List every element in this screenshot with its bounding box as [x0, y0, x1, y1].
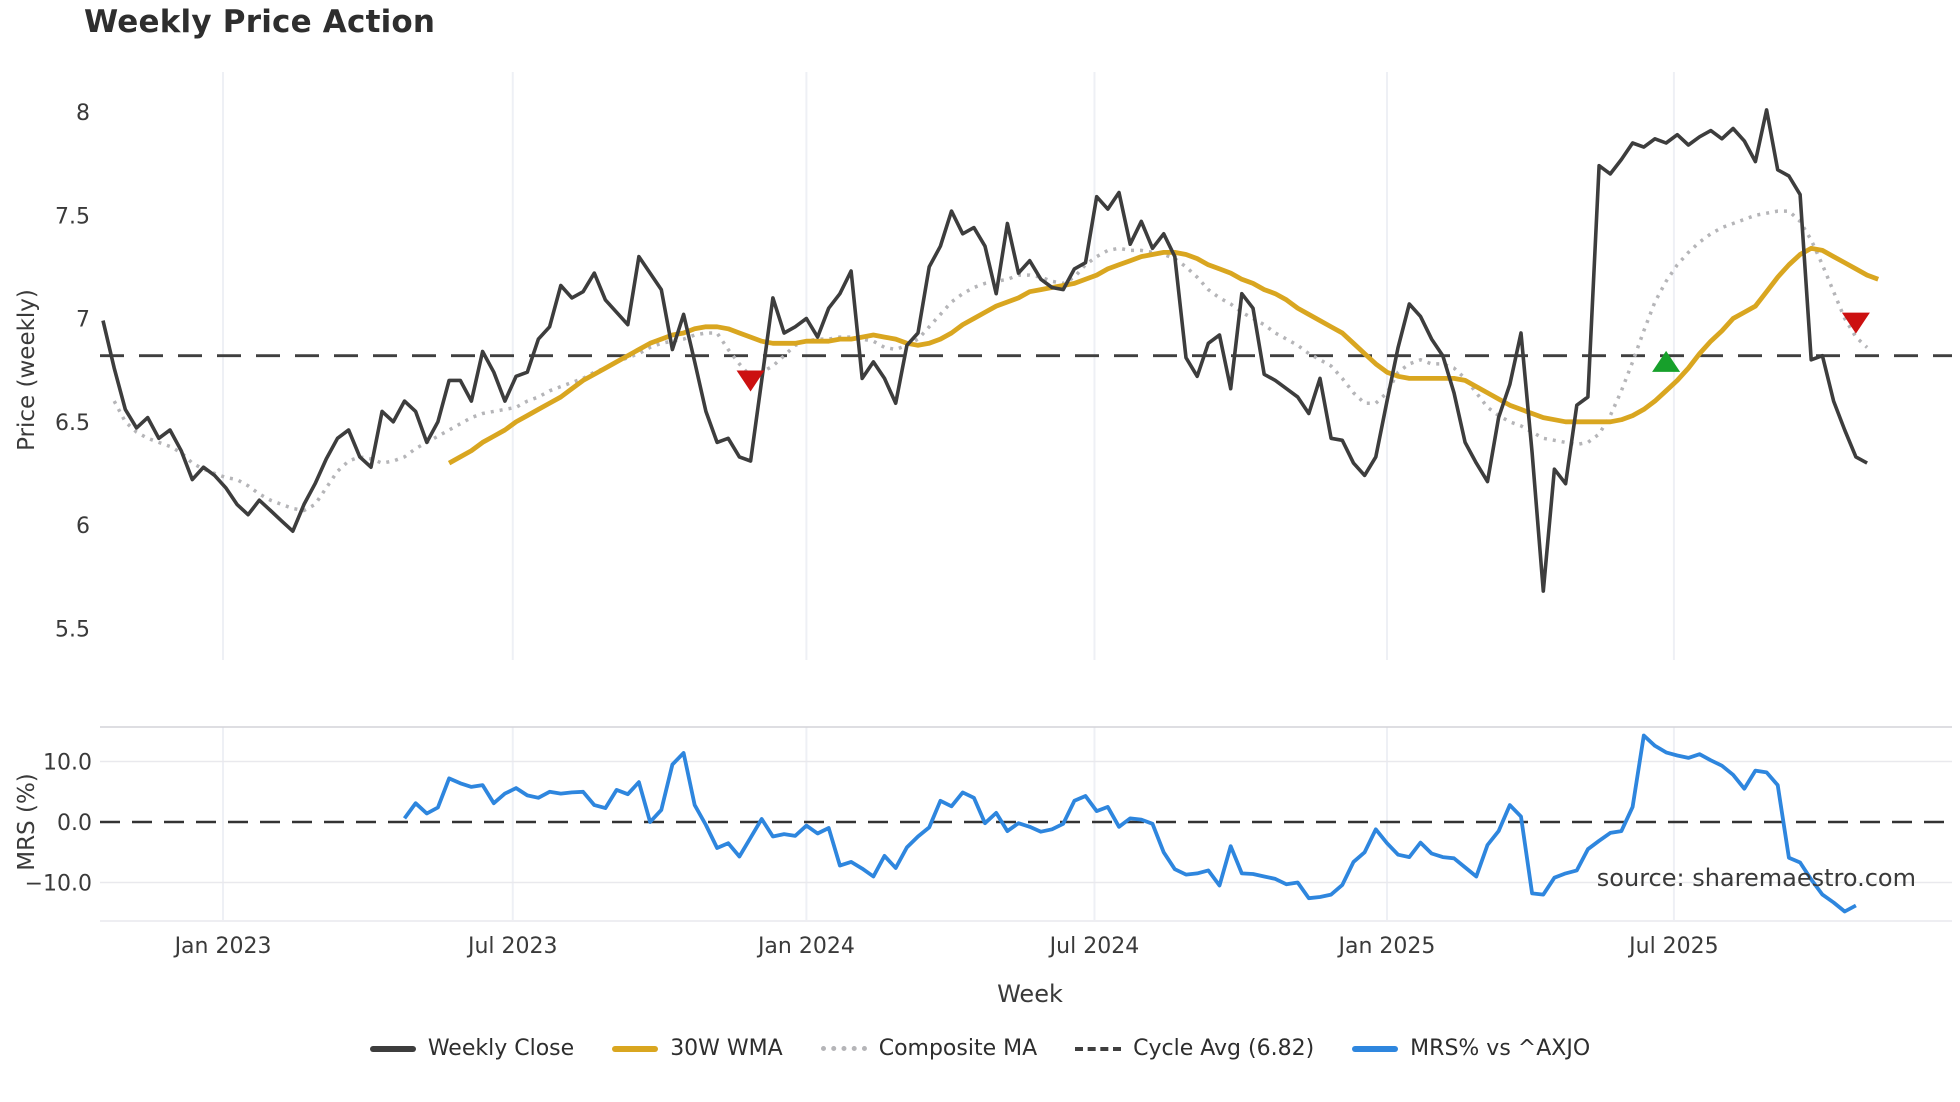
price-tick-label: 5.5 — [55, 617, 90, 642]
price-axis-label: Price (weekly) — [14, 289, 40, 451]
weekly-close-line — [101, 108, 1868, 593]
week-axis-label: Week — [997, 980, 1063, 1008]
legend-item-label: MRS% vs ^AXJO — [1410, 1036, 1591, 1061]
price-tick-label: 7.5 — [55, 204, 90, 229]
legend-item-label: 30W WMA — [670, 1036, 783, 1061]
chart-title: Weekly Price Action — [84, 4, 436, 40]
sell-signal-marker — [736, 370, 765, 392]
x-tick-label: Jul 2024 — [1048, 934, 1140, 959]
x-tick-label: Jul 2025 — [1627, 934, 1719, 959]
mrs-tick-label: 10.0 — [43, 751, 92, 776]
price-tick-label: 6.5 — [55, 411, 90, 436]
x-tick-label: Jan 2024 — [756, 934, 855, 959]
mrs-axis-label: MRS (%) — [14, 773, 40, 871]
composite-ma-line-swatch — [820, 1046, 867, 1051]
x-tick-label: Jul 2023 — [466, 934, 558, 959]
legend-item-label: Composite MA — [878, 1036, 1038, 1061]
legend-item-30w-wma[interactable]: 30W WMA — [612, 1036, 783, 1061]
x-tick-label: Jan 2023 — [173, 934, 272, 959]
price-tick-label: 6 — [76, 514, 90, 539]
wma-line-swatch — [612, 1045, 659, 1052]
mrs-line — [402, 733, 1857, 914]
legend-item-composite-ma[interactable]: Composite MA — [820, 1036, 1038, 1061]
legend-item-label: Weekly Close — [427, 1036, 575, 1061]
mrs-tick-label: 0.0 — [57, 811, 92, 836]
legend: Weekly Close 30W WMA Composite MA Cycle … — [0, 1036, 1960, 1061]
legend-item-cycle-avg[interactable]: Cycle Avg (6.82) — [1075, 1036, 1314, 1061]
cycle-avg-line-swatch — [1075, 1046, 1122, 1051]
legend-item-mrs[interactable]: MRS% vs ^AXJO — [1352, 1036, 1590, 1061]
composite-ma-line — [112, 209, 1869, 513]
sell-signal-marker — [1841, 312, 1870, 334]
weekly-close-line-swatch — [369, 1045, 416, 1052]
watermark: source: sharemaestro.com — [1597, 864, 1916, 892]
buy-signal-marker — [1652, 350, 1681, 372]
mrs-line-swatch — [1352, 1045, 1399, 1052]
x-tick-label: Jan 2025 — [1337, 934, 1436, 959]
legend-item-label: Cycle Avg (6.82) — [1133, 1036, 1315, 1061]
mrs-tick-label: −10.0 — [25, 872, 92, 897]
legend-item-weekly-close[interactable]: Weekly Close — [369, 1036, 575, 1061]
price-tick-label: 7 — [76, 308, 90, 333]
price-tick-label: 8 — [76, 101, 90, 126]
